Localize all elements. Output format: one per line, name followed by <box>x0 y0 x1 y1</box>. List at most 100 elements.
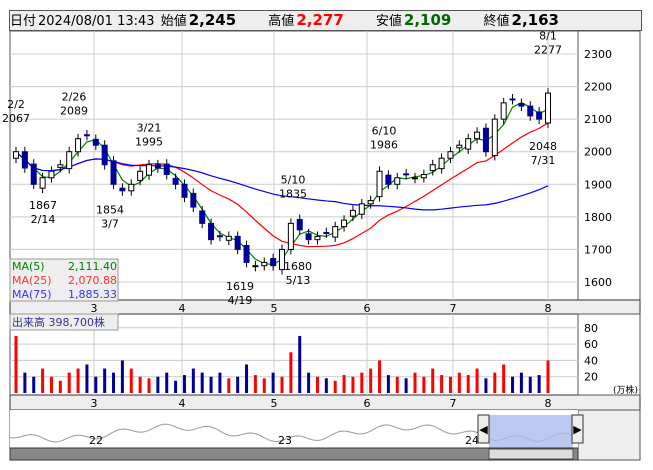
volume-bar <box>49 376 53 393</box>
navigator-right-handle[interactable] <box>571 414 584 444</box>
open-value: 2,245 <box>188 11 237 29</box>
candle <box>163 163 170 176</box>
annotation-value: 1680 <box>284 260 312 273</box>
volume-bar <box>440 375 444 393</box>
volume-unit: (万株) <box>613 384 638 396</box>
price-tick: 1600 <box>584 276 612 289</box>
volume-bar <box>227 378 231 393</box>
volume-bar <box>209 376 213 393</box>
volume-bar <box>395 376 399 393</box>
candle <box>128 183 135 192</box>
close-label: 終値 <box>483 14 510 29</box>
volume-bar <box>191 368 195 393</box>
month-label: 7 <box>450 302 457 315</box>
volume-tick: 20 <box>584 371 598 384</box>
candle <box>137 170 144 181</box>
annotation-value: 1986 <box>370 138 398 151</box>
high-label: 高値 <box>268 14 295 29</box>
annotation-value: 1867 <box>29 199 57 212</box>
price-tick: 2000 <box>584 146 612 159</box>
candle <box>216 235 223 238</box>
volume-bar <box>369 368 373 393</box>
annotation-date: 4/19 <box>228 294 253 307</box>
month-label-bottom: 7 <box>450 397 457 410</box>
volume-bar <box>182 375 186 393</box>
navigator-selection <box>489 415 573 448</box>
price-tick: 2100 <box>584 113 612 126</box>
ma-legend <box>9 258 119 302</box>
volume-bar <box>147 378 151 393</box>
volume-bar <box>14 335 18 393</box>
volume-bar <box>23 372 27 393</box>
volume-bar <box>422 376 426 393</box>
volume-bar <box>502 364 506 393</box>
arrow-left-icon: ◀ <box>479 423 488 436</box>
close-value: 2,163 <box>511 11 559 29</box>
candle <box>92 138 99 146</box>
volume-bar <box>236 376 240 393</box>
navigator-year-label: 22 <box>89 434 103 447</box>
price-tick: 2200 <box>584 81 612 94</box>
volume-bar <box>484 378 488 393</box>
scrollbar-track[interactable] <box>9 447 579 461</box>
volume-bar <box>58 380 62 393</box>
month-label: 5 <box>271 302 278 315</box>
volume-bar <box>41 368 45 393</box>
volume-bar <box>67 372 71 393</box>
candle <box>181 183 188 198</box>
candle <box>536 111 543 120</box>
candle <box>66 151 73 170</box>
candle <box>21 151 28 169</box>
annotation-date: 7/31 <box>531 154 556 167</box>
volume-bar <box>245 364 249 393</box>
candle <box>172 177 179 185</box>
candle <box>39 177 46 189</box>
candle <box>314 235 321 241</box>
volume-bar <box>94 376 98 393</box>
volume-bar <box>351 376 355 393</box>
candle <box>305 233 312 241</box>
candle <box>527 105 534 117</box>
volume-bar <box>112 372 116 393</box>
volume-bar <box>466 375 470 393</box>
volume-tick: 60 <box>584 338 598 351</box>
volume-bar <box>457 372 461 393</box>
volume-bar <box>342 375 346 393</box>
volume-bar <box>546 360 550 393</box>
volume-bar <box>448 376 452 393</box>
candle <box>332 226 339 238</box>
price-axis-panel <box>577 30 641 301</box>
volume-bar <box>200 372 204 393</box>
volume-bar <box>280 376 284 393</box>
candle <box>225 235 232 241</box>
month-label-bottom: 6 <box>364 397 371 410</box>
candle <box>367 200 374 205</box>
date-label: 日付 <box>10 14 37 29</box>
volume-axis-panel <box>577 313 641 396</box>
volume-bar <box>519 372 523 393</box>
low-value: 2,109 <box>403 11 452 29</box>
ohlc-header: 日付 2024/08/01 13:43 始値 2,245 高値 2,277 安値 2,1… <box>9 10 642 31</box>
navigator-left-handle[interactable] <box>477 414 490 444</box>
candle <box>412 177 418 180</box>
volume-bar <box>431 368 435 393</box>
annotation-value: 2048 <box>529 140 557 153</box>
volume-bar <box>333 380 337 393</box>
volume-bar <box>85 364 89 393</box>
candle <box>243 245 250 263</box>
volume-bar <box>528 376 532 393</box>
candle <box>323 231 330 234</box>
scrollbar-thumb[interactable] <box>488 448 574 460</box>
annotation-value: 2089 <box>60 105 88 118</box>
candle <box>456 144 463 149</box>
candle <box>482 127 489 153</box>
candle <box>75 138 82 153</box>
volume-bar <box>493 372 497 393</box>
volume-bar <box>218 372 222 393</box>
candle <box>110 160 117 185</box>
candle <box>429 164 436 172</box>
candle <box>101 144 108 166</box>
volume-bar <box>413 372 417 393</box>
